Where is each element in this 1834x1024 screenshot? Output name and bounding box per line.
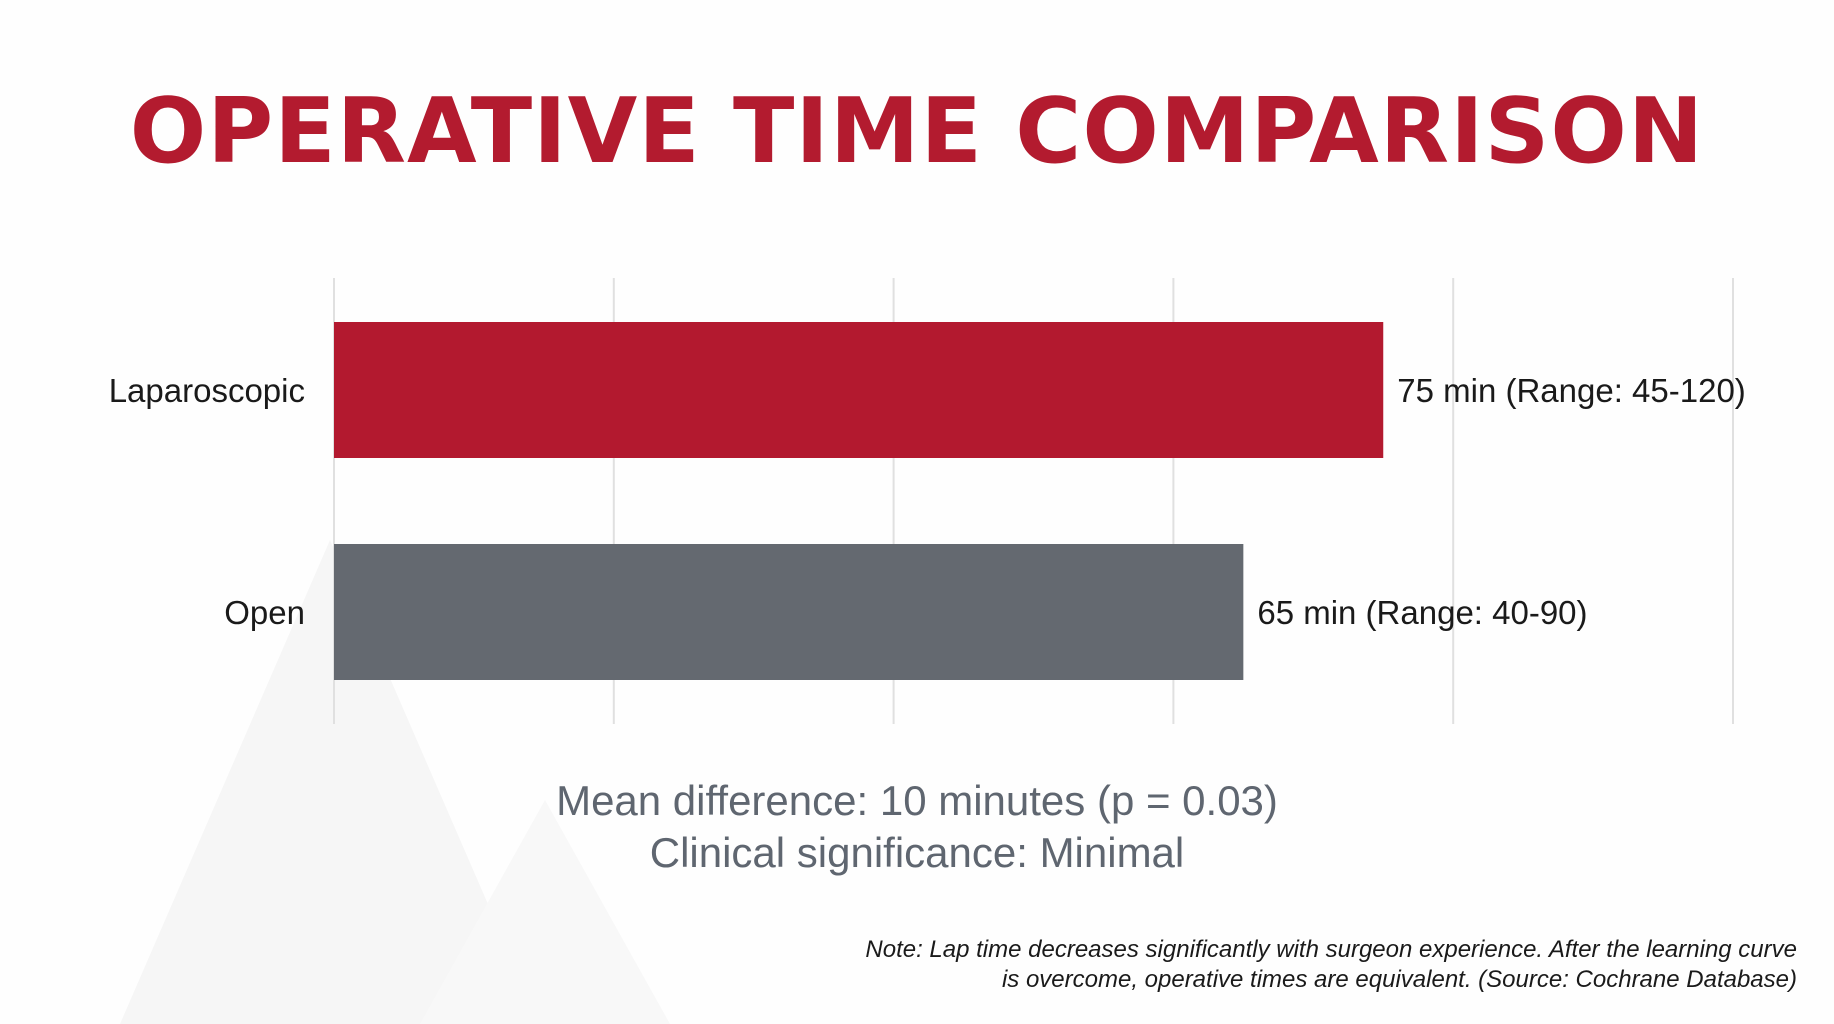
mean-difference-text: Mean difference: 10 minutes (p = 0.03) [556,777,1278,824]
background-triangle-right [420,800,670,1024]
chart-title: OPERATIVE TIME COMPARISON [129,79,1705,184]
note-line-2: is overcome, operative times are equival… [1001,966,1797,993]
bar-open [334,544,1244,680]
bars [334,322,1384,680]
category-label-laparoscopic: Laparoscopic [109,372,305,409]
clinical-significance-text: Clinical significance: Minimal [649,829,1185,876]
data-label-laparoscopic: 75 min (Range: 45-120) [1397,372,1746,409]
source-note: Note: Lap time decreases significantly w… [697,935,1797,995]
note-line-1: Note: Lap time decreases significantly w… [865,936,1797,963]
data-label-open: 65 min (Range: 40-90) [1257,594,1587,631]
bar-laparoscopic [334,322,1384,458]
data-labels: 75 min (Range: 45-120) 65 min (Range: 40-… [1257,372,1745,631]
summary-text: Mean difference: 10 minutes (p = 0.03) C… [0,775,1834,879]
category-labels: Laparoscopic Open [109,372,305,631]
background-triangle-left [120,540,540,1024]
category-label-open: Open [224,594,305,631]
